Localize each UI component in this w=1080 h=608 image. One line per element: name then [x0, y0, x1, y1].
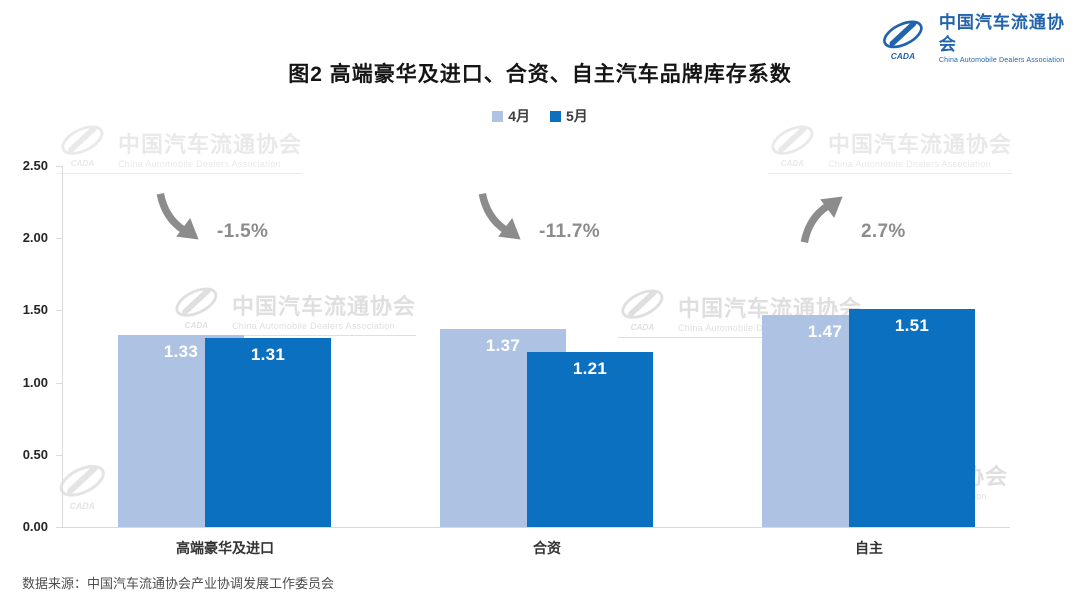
- svg-text:CADA: CADA: [71, 159, 95, 168]
- watermark-cn-text: 中国汽车流通协会: [232, 294, 417, 319]
- watermark: CADA 中国汽车流通协会 China Automobile Dealers A…: [172, 282, 417, 336]
- cada-watermark-icon: CADA: [621, 289, 664, 332]
- bar-5月-高端豪华及进口: [205, 337, 331, 527]
- category-label: 高端豪华及进口: [176, 540, 274, 556]
- legend-item-april: 4月: [492, 106, 530, 126]
- cada-watermark-icon: CADA: [61, 125, 104, 168]
- chart-title: 图2 高端豪华及进口、合资、自主汽车品牌库存系数: [288, 63, 792, 86]
- change-percent-label: -11.7%: [539, 221, 600, 242]
- y-axis-tick-mark: [56, 527, 62, 528]
- y-axis-line: [62, 166, 63, 527]
- y-axis-tick-mark: [56, 310, 62, 312]
- watermark-en-text: China Automobile Dealers Association: [828, 159, 991, 169]
- cada-watermark-icon: CADA: [175, 287, 218, 330]
- watermark-en-text: China Automobile Dealers Association: [678, 323, 841, 333]
- legend-swatch-april: [492, 110, 504, 122]
- bar-value-label: 1.51: [894, 315, 930, 335]
- watermark-en-text: China Automobile Dealers Association: [232, 321, 395, 331]
- svg-text:CADA: CADA: [70, 501, 95, 511]
- legend-item-may: 5月: [550, 106, 588, 126]
- y-axis-tick-mark: [56, 454, 62, 456]
- y-axis-tick-mark: [56, 238, 62, 240]
- watermark-cn-text: 中国汽车流通协会: [118, 132, 303, 157]
- down-arrow-icon: [473, 190, 529, 246]
- svg-text:CADA: CADA: [631, 323, 655, 332]
- x-axis-line: [62, 527, 1010, 528]
- legend-label-may: 5月: [566, 108, 588, 124]
- bar-value-label: 1.37: [485, 336, 521, 356]
- category-label: 自主: [855, 540, 883, 556]
- change-percent-label: -1.5%: [217, 221, 269, 242]
- cada-brand: CADA 中国汽车流通协会 China Automobile Dealers A…: [876, 12, 1080, 66]
- legend-label-april: 4月: [508, 108, 530, 124]
- down-arrow-icon: [151, 190, 207, 246]
- y-axis-tick-label: 2.00: [22, 230, 48, 246]
- brand-name-en: China Automobile Dealers Association: [938, 57, 1065, 64]
- watermark: CADA 中国汽车流通协会 China Automobile Dealers A…: [58, 120, 303, 174]
- y-axis-tick-mark: [56, 166, 62, 167]
- cada-logo-icon: CADA: [883, 20, 923, 61]
- watermark-en-text: China Automobile Dealers Association: [118, 159, 281, 169]
- category-label: 合资: [533, 540, 561, 556]
- bar-5月-自主: [849, 308, 975, 527]
- y-axis-tick-mark: [56, 382, 62, 384]
- change-percent-label: 2.7%: [861, 221, 906, 242]
- bar-value-label: 1.31: [250, 344, 286, 364]
- cada-watermark-icon: CADA: [59, 464, 105, 511]
- svg-text:CADA: CADA: [891, 51, 915, 61]
- y-axis-tick-label: 0.50: [22, 446, 48, 462]
- y-axis-tick-label: 2.50: [22, 158, 48, 173]
- cada-watermark-icon: CADA: [771, 125, 814, 168]
- watermark: CADA 中国汽车流通协会 China Automobile Dealers A…: [768, 120, 1013, 174]
- y-axis-tick-label: 0.00: [22, 519, 48, 534]
- watermark-cn-text: 中国汽车流通协会: [828, 132, 1013, 157]
- svg-text:CADA: CADA: [185, 321, 209, 330]
- legend-swatch-may: [550, 110, 561, 122]
- bar-value-label: 1.21: [572, 359, 608, 379]
- bar-value-label: 1.33: [163, 341, 199, 361]
- data-source-note: 数据来源：中国汽车流通协会产业协调发展工作委员会: [22, 576, 335, 591]
- y-axis-tick-label: 1.50: [22, 302, 48, 318]
- y-axis-tick-label: 1.00: [22, 374, 48, 390]
- svg-text:CADA: CADA: [781, 159, 805, 168]
- brand-name-cn: 中国汽车流通协会: [938, 13, 1065, 54]
- chart-legend: 4月 5月: [0, 106, 1080, 126]
- up-arrow-icon: [795, 190, 851, 246]
- bar-5月-合资: [527, 352, 653, 527]
- bar-value-label: 1.47: [807, 321, 843, 341]
